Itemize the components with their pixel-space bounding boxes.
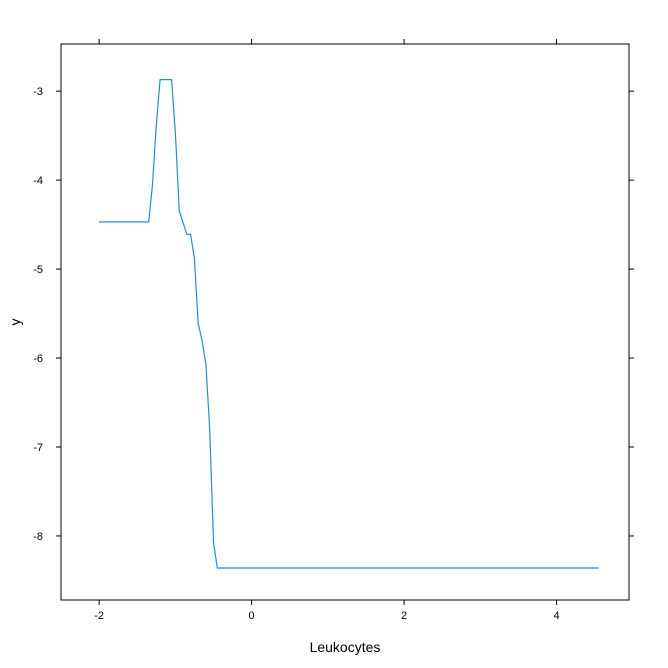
y-tick-label: -5	[33, 264, 43, 276]
x-tick-label: 0	[249, 610, 255, 622]
y-axis-title: y	[7, 319, 23, 326]
y-tick-label: -6	[33, 353, 43, 365]
series-line-1	[99, 78, 599, 569]
tick-labels-layer: -2 0 2 4 -3 -4 -5 -6 -7 -8	[33, 86, 559, 622]
ticks-layer	[56, 39, 634, 605]
y-tick-label: -7	[33, 442, 43, 454]
plot-frame	[60, 43, 630, 601]
series-layer	[99, 78, 599, 569]
x-axis-title: Leukocytes	[310, 639, 381, 655]
y-tick-label: -8	[33, 531, 43, 543]
x-tick-label: 4	[554, 610, 560, 622]
y-tick-label: -4	[33, 175, 43, 187]
x-tick-label: 2	[401, 610, 407, 622]
y-tick-label: -3	[33, 86, 43, 98]
x-tick-label: -2	[94, 610, 104, 622]
